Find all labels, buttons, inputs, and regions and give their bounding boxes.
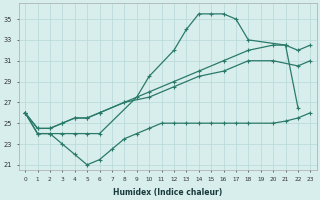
X-axis label: Humidex (Indice chaleur): Humidex (Indice chaleur)	[113, 188, 222, 197]
